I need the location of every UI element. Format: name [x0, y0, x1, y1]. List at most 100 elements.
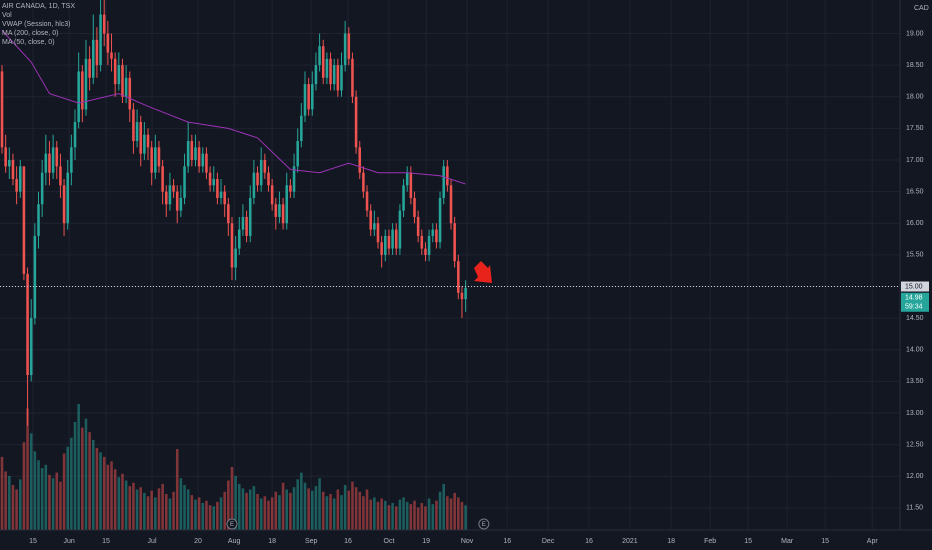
volume-bar	[347, 490, 351, 530]
candle-body	[197, 147, 201, 167]
candle-body	[413, 197, 416, 217]
candle-body	[172, 185, 175, 192]
volume-bar	[161, 483, 164, 530]
volume-bar	[18, 479, 22, 530]
volume-bar	[460, 501, 464, 530]
volume-bar	[201, 503, 205, 530]
candle-body	[26, 273, 29, 376]
volume-bar	[33, 451, 37, 530]
candle-body	[274, 204, 278, 217]
indicator-label: MA (200, close, 0)	[2, 30, 58, 37]
candle-body	[296, 141, 299, 167]
volume-bar	[267, 500, 270, 530]
candle-body	[194, 147, 197, 161]
candle-body	[8, 160, 11, 167]
candle-body	[234, 248, 237, 268]
candle-body	[81, 71, 84, 110]
volume-bar	[303, 482, 307, 530]
y-tick-label: 14.00	[906, 347, 924, 354]
x-tick-label: 16	[344, 538, 352, 545]
volume-bar	[212, 506, 216, 530]
candle-body	[398, 210, 402, 249]
candle-body	[175, 191, 179, 211]
volume-bar	[77, 404, 80, 530]
volume-bar	[216, 501, 219, 530]
candle-body	[365, 191, 369, 211]
x-tick-label: Oct	[384, 538, 395, 545]
volume-bar	[373, 497, 376, 530]
volume-bar	[300, 472, 303, 530]
y-tick-label: 13.50	[906, 378, 924, 385]
candle-body	[22, 166, 26, 274]
candle-body	[453, 223, 456, 262]
volume-bar	[464, 505, 467, 530]
candle-body	[183, 166, 186, 198]
candle-body	[33, 235, 37, 319]
candle-body	[300, 115, 303, 142]
volume-bar	[117, 477, 121, 530]
candle-body	[343, 33, 347, 66]
volume-bar	[285, 489, 289, 530]
volume-bar	[343, 485, 347, 530]
candle-body	[325, 58, 329, 78]
x-tick-label: 15	[744, 538, 752, 545]
volume-bar	[186, 489, 190, 530]
x-tick-label: Mar	[781, 538, 794, 545]
volume-bar	[29, 433, 33, 530]
volume-bar	[431, 504, 435, 530]
candle-body	[281, 204, 285, 224]
candle-body	[91, 39, 95, 78]
x-tick-label: 15	[102, 538, 110, 545]
candle-body	[121, 65, 124, 97]
y-tick-label: 15.50	[906, 252, 924, 259]
x-tick-label: 16	[585, 538, 593, 545]
candle-body	[190, 141, 194, 161]
earnings-label: E	[482, 522, 486, 528]
candle-body	[442, 166, 445, 198]
volume-bar	[223, 491, 226, 530]
candle-body	[227, 204, 230, 224]
x-tick-label: 2021	[622, 538, 638, 545]
candle-body	[55, 147, 59, 167]
volume-bar	[238, 483, 241, 530]
volume-bar	[413, 500, 416, 530]
axes: 11.50 12.00 12.50 13.00 13.50 14.00 14.50 15.00…	[29, 30, 929, 545]
candle-body	[88, 58, 91, 78]
volume-bar	[81, 427, 84, 530]
candle-body	[161, 166, 164, 192]
volume-bar	[358, 491, 362, 530]
candle-body	[179, 197, 183, 211]
volume-bar	[150, 490, 153, 530]
volume-bar	[263, 496, 267, 530]
x-tick-label: 20	[194, 538, 202, 545]
arrow-shape	[474, 261, 492, 283]
candle-body	[267, 172, 270, 186]
volume-bar	[106, 464, 110, 530]
red-arrow-icon	[474, 261, 492, 283]
volume-bar	[37, 460, 40, 530]
y-tick-label: 14.50	[906, 315, 924, 322]
x-tick-label: Aug	[228, 538, 241, 545]
candle-body	[110, 52, 113, 59]
volume-bar	[168, 498, 172, 530]
candle-body	[40, 172, 44, 205]
y-tick-label: 16.50	[906, 188, 924, 195]
candle-body	[248, 197, 252, 236]
volume-bar	[446, 496, 449, 530]
y-tick-label: 12.50	[906, 441, 924, 448]
candle-body	[117, 65, 121, 85]
volume-bar	[365, 489, 369, 530]
candle-body	[245, 216, 248, 236]
candle-body	[59, 166, 62, 186]
candle-body	[168, 185, 172, 205]
candle-body	[186, 141, 190, 167]
candle-body	[311, 84, 314, 110]
x-tick-label: Jun	[64, 538, 75, 545]
x-tick-label: 19	[422, 538, 430, 545]
candle-body	[263, 160, 267, 173]
volume-bar	[416, 507, 420, 530]
candle-body	[438, 197, 442, 243]
volume-bar	[0, 456, 4, 530]
